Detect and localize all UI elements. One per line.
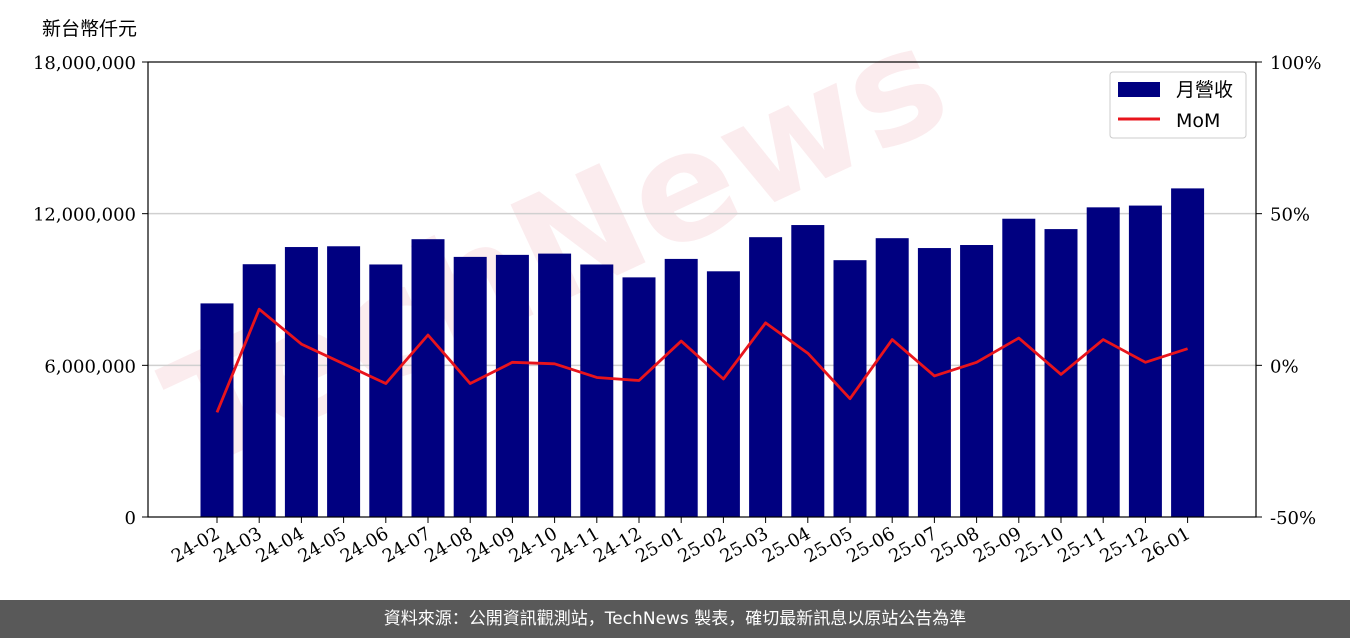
x-tick-label: 26-01 — [1139, 523, 1194, 567]
revenue-bar-24-11 — [580, 264, 614, 517]
mom-line-series — [215, 307, 1189, 413]
legend: 月營收 MoM — [1109, 71, 1247, 139]
revenue-bar-24-10 — [538, 253, 572, 517]
x-axis: 24-0224-0324-0424-0524-0624-0724-0824-09… — [168, 517, 1194, 567]
right-tick-label: 100% — [1270, 53, 1321, 74]
left-tick-label: 0 — [125, 508, 136, 529]
revenue-chart: TechNews 06,000,00012,000,00018,000,000 … — [33, 0, 1322, 567]
revenue-bars — [200, 188, 1205, 518]
revenue-bar-24-03 — [242, 264, 276, 517]
y-axis-unit-label: 新台幣仟元 — [42, 18, 138, 40]
revenue-bar-24-09 — [495, 254, 529, 517]
right-tick-label: 0% — [1270, 356, 1299, 377]
revenue-bar-24-08 — [453, 256, 487, 517]
revenue-bar-24-12 — [622, 277, 656, 517]
right-tick-label: -50% — [1270, 508, 1316, 529]
revenue-bar-24-07 — [411, 239, 445, 518]
revenue-bar-25-11 — [1086, 207, 1120, 517]
revenue-bar-25-05 — [833, 260, 867, 517]
revenue-bar-25-08 — [960, 245, 994, 517]
revenue-bar-24-05 — [327, 246, 361, 517]
revenue-bar-24-06 — [369, 264, 403, 517]
left-tick-label: 18,000,000 — [33, 53, 136, 74]
revenue-bar-25-03 — [749, 237, 783, 518]
revenue-bar-25-01 — [664, 258, 698, 517]
mom-line — [215, 307, 1189, 413]
legend-bar-swatch — [1118, 82, 1160, 97]
revenue-bar-25-09 — [1002, 218, 1036, 517]
right-y-axis: -50% 0% 50% 100% — [1256, 53, 1321, 529]
left-tick-label: 6,000,000 — [44, 356, 136, 377]
left-y-axis: 0 6,000,000 12,000,000 18,000,000 — [33, 53, 148, 529]
legend-label-revenue: 月營收 — [1176, 79, 1233, 101]
revenue-bar-24-04 — [284, 247, 318, 518]
right-tick-label: 50% — [1270, 205, 1310, 226]
revenue-bar-25-04 — [791, 225, 825, 517]
revenue-bar-25-07 — [917, 248, 951, 518]
left-tick-label: 12,000,000 — [33, 205, 136, 226]
plot-frame — [147, 61, 1257, 518]
revenue-bar-25-02 — [706, 271, 740, 517]
legend-label-mom: MoM — [1176, 110, 1220, 132]
source-footer: 資料來源：公開資訊觀測站，TechNews 製表，確切最新訊息以原站公告為準 — [0, 600, 1350, 638]
revenue-bar-25-06 — [875, 238, 909, 518]
